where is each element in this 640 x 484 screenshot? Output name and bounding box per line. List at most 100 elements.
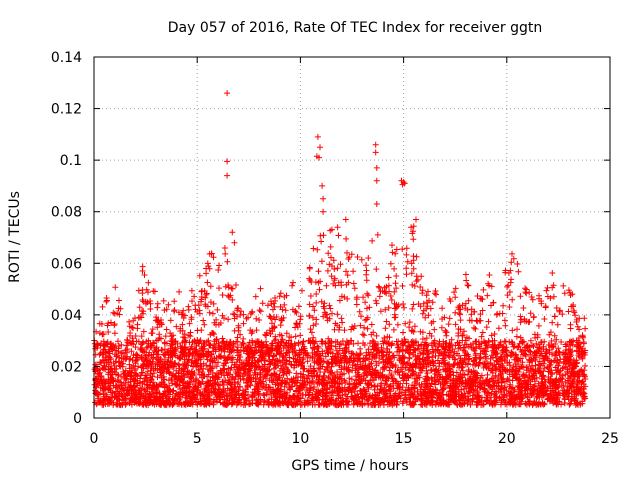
data-point — [299, 288, 305, 294]
data-point — [233, 282, 239, 288]
data-point — [328, 244, 334, 250]
data-point — [560, 283, 566, 289]
data-point — [530, 297, 536, 303]
data-point — [216, 263, 222, 269]
data-point — [443, 333, 449, 339]
data-point — [520, 305, 526, 311]
data-point — [323, 283, 329, 289]
data-point — [486, 319, 492, 325]
data-point — [126, 319, 132, 325]
data-point — [399, 246, 405, 252]
data-point — [456, 310, 462, 316]
data-point — [354, 302, 360, 308]
data-point — [465, 283, 471, 289]
data-point — [225, 316, 231, 322]
data-point — [364, 268, 370, 274]
data-point — [135, 322, 141, 328]
data-point — [386, 321, 392, 327]
data-point — [466, 298, 472, 304]
data-point — [431, 327, 437, 333]
data-point — [278, 290, 284, 296]
data-point — [112, 284, 118, 290]
data-point — [502, 317, 508, 323]
data-point — [112, 330, 118, 336]
data-point — [145, 280, 151, 286]
data-point — [220, 336, 226, 342]
data-point — [465, 282, 471, 288]
data-point — [463, 278, 469, 284]
data-point — [502, 338, 508, 344]
data-point — [442, 328, 448, 334]
data-point — [240, 336, 246, 342]
data-point — [253, 316, 259, 322]
data-point — [407, 319, 413, 325]
data-point — [308, 326, 314, 332]
data-point — [296, 303, 302, 309]
data-point — [393, 280, 399, 286]
data-point — [342, 327, 348, 333]
data-point — [316, 268, 322, 274]
data-point — [290, 280, 296, 286]
data-point — [406, 355, 412, 361]
data-point — [386, 275, 392, 281]
data-point — [309, 329, 315, 335]
data-point — [541, 316, 547, 322]
data-point — [352, 285, 358, 291]
data-point — [357, 309, 363, 315]
data-point — [222, 245, 228, 251]
data-point — [484, 324, 490, 330]
data-point — [552, 313, 558, 319]
data-point — [528, 310, 534, 316]
data-point — [168, 317, 174, 323]
data-point — [400, 283, 406, 289]
data-point — [258, 308, 264, 314]
data-point — [364, 277, 370, 283]
data-point — [517, 293, 523, 299]
data-point — [391, 266, 397, 272]
data-point — [373, 266, 379, 272]
data-point — [357, 346, 363, 352]
data-point — [369, 322, 375, 328]
data-point — [350, 268, 356, 274]
data-point — [359, 257, 365, 263]
data-point — [568, 322, 574, 328]
data-point — [328, 255, 334, 261]
data-point — [502, 323, 508, 329]
data-point — [103, 299, 109, 305]
data-point — [515, 269, 521, 275]
data-point — [204, 280, 210, 286]
data-point — [308, 293, 314, 299]
data-point — [458, 317, 464, 323]
data-point — [484, 293, 490, 299]
data-point — [325, 268, 331, 274]
data-point — [378, 308, 384, 314]
data-point — [562, 290, 568, 296]
data-point — [220, 292, 226, 298]
data-point — [403, 265, 409, 271]
data-point — [394, 247, 400, 253]
data-point — [155, 301, 161, 307]
data-point — [200, 318, 206, 324]
data-point — [111, 322, 117, 328]
data-point — [415, 277, 421, 283]
data-point — [463, 272, 469, 278]
data-point — [528, 338, 534, 344]
data-point — [335, 265, 341, 271]
data-point — [447, 315, 453, 321]
data-point — [338, 315, 344, 321]
data-point — [404, 245, 410, 251]
data-point — [343, 236, 349, 242]
data-point — [210, 311, 216, 317]
data-point — [147, 298, 153, 304]
data-point — [363, 262, 369, 268]
data-point — [492, 331, 498, 337]
data-point — [355, 254, 361, 260]
data-point — [100, 304, 106, 310]
data-point — [400, 301, 406, 307]
data-point — [108, 320, 114, 326]
data-point — [489, 283, 495, 289]
data-point — [389, 242, 395, 248]
data-point — [249, 330, 255, 336]
data-point — [358, 313, 364, 319]
data-point — [391, 327, 397, 333]
